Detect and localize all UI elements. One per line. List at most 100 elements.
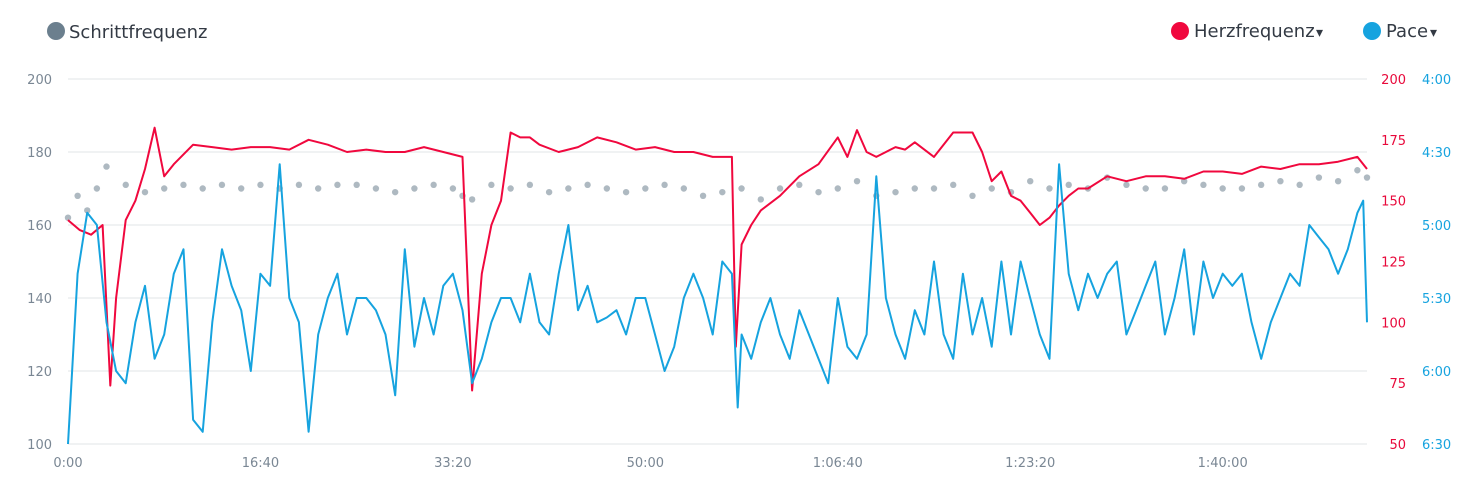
cadence-point (449, 185, 457, 192)
heart-rate-tick-label: 150 (1381, 195, 1406, 210)
cadence-point (507, 185, 514, 192)
x-tick-label: 1:40:00 (1198, 456, 1248, 471)
cadence-point (988, 185, 995, 192)
cadence-point (757, 196, 764, 203)
cadence-point (1123, 181, 1130, 189)
cadence-point (411, 185, 418, 192)
cadence-point (1161, 185, 1169, 192)
cadence-point (1257, 181, 1265, 189)
cadence-point (911, 185, 918, 192)
heart-rate-tick-label: 200 (1381, 73, 1406, 88)
cadence-point (661, 181, 668, 189)
cadence-point (738, 185, 745, 192)
heart-rate-legend-label: Herzfrequenz (1194, 21, 1315, 42)
x-tick-label: 0:00 (53, 456, 82, 471)
cadence-point (93, 185, 101, 192)
cadence-point (122, 181, 129, 189)
cadence-point (834, 185, 841, 192)
pace-tick-label: 5:00 (1422, 219, 1451, 234)
cadence-point (603, 185, 611, 192)
cadence-point (776, 185, 784, 192)
cadence-point (699, 192, 707, 199)
cadence-point (295, 181, 303, 189)
pace-tick-label: 4:00 (1422, 73, 1451, 88)
legend-item-cadence[interactable]: Schrittfrequenz (47, 22, 207, 43)
cadence-point (84, 207, 91, 214)
cadence-point (334, 181, 341, 189)
cadence-point (1027, 178, 1034, 185)
pace-legend-marker (1363, 22, 1381, 40)
heart-rate-line (67, 126, 1368, 392)
legend-item-heart-rate[interactable]: Herzfrequenz ▾ (1171, 21, 1323, 42)
cadence-point (545, 188, 553, 196)
cadence-point (257, 181, 264, 189)
cadence-point (969, 192, 976, 199)
cadence-point (1238, 185, 1246, 192)
pace-series (67, 163, 1368, 445)
x-tick-label: 16:40 (242, 456, 279, 471)
cadence-point (892, 188, 899, 196)
cadence-point (680, 185, 688, 192)
cadence-point (103, 163, 110, 170)
cadence-point (584, 181, 591, 189)
legend: Schrittfrequenz Herzfrequenz ▾ Pace ▾ (47, 21, 1437, 43)
pace-tick-label: 5:30 (1422, 292, 1451, 307)
heart-rate-series (67, 126, 1368, 392)
cadence-point (526, 181, 534, 189)
heart-rate-tick-label: 50 (1389, 438, 1406, 453)
heart-rate-tick-label: 175 (1381, 134, 1406, 149)
cadence-tick-label: 180 (27, 146, 52, 161)
pace-dropdown-arrow-icon[interactable]: ▾ (1430, 25, 1437, 41)
pace-line (67, 163, 1368, 445)
cadence-series (64, 163, 1371, 221)
pace-legend-label: Pace (1386, 21, 1428, 42)
cadence-legend-label: Schrittfrequenz (69, 22, 207, 43)
pace-tick-label: 4:30 (1422, 146, 1451, 161)
cadence-point (1296, 181, 1303, 189)
cadence-point (642, 185, 649, 192)
pace-tick-label: 6:30 (1422, 438, 1451, 453)
legend-item-pace[interactable]: Pace ▾ (1363, 21, 1437, 42)
cadence-point (238, 185, 245, 192)
cadence-point (391, 188, 399, 196)
cadence-point (353, 181, 360, 189)
heart-rate-tick-label: 125 (1381, 256, 1406, 271)
cadence-point (1315, 174, 1323, 181)
heart-rate-dropdown-arrow-icon[interactable]: ▾ (1316, 25, 1323, 41)
cadence-tick-label: 160 (27, 219, 52, 234)
cadence-point (815, 188, 822, 196)
cadence-point (141, 188, 149, 196)
heart-rate-tick-label: 75 (1389, 377, 1406, 392)
cadence-point (314, 185, 322, 192)
cadence-point (430, 181, 437, 189)
cadence-point (1219, 185, 1226, 192)
cadence-point (199, 185, 206, 192)
x-tick-label: 1:23:20 (1005, 456, 1055, 471)
cadence-point (180, 181, 187, 189)
cadence-point (1334, 178, 1342, 185)
cadence-point (719, 188, 726, 196)
cadence-point (1354, 167, 1361, 174)
x-tick-label: 50:00 (627, 456, 664, 471)
cadence-point (1200, 181, 1207, 189)
cadence-point (64, 214, 72, 221)
cadence-tick-label: 200 (27, 73, 52, 88)
cadence-point (796, 181, 803, 189)
cadence-tick-label: 100 (27, 438, 52, 453)
cadence-point (1046, 185, 1053, 192)
cadence-point (565, 185, 572, 192)
cadence-point (1277, 178, 1284, 185)
x-tick-label: 1:06:40 (813, 456, 863, 471)
heart-rate-legend-marker (1171, 22, 1189, 40)
cadence-tick-label: 120 (27, 365, 52, 380)
cadence-point (622, 188, 630, 196)
cadence-point (218, 181, 226, 189)
pace-tick-label: 6:00 (1422, 365, 1451, 380)
cadence-point (372, 185, 380, 192)
cadence-tick-label: 140 (27, 292, 52, 307)
cadence-point (950, 181, 957, 189)
cadence-point (74, 192, 81, 199)
